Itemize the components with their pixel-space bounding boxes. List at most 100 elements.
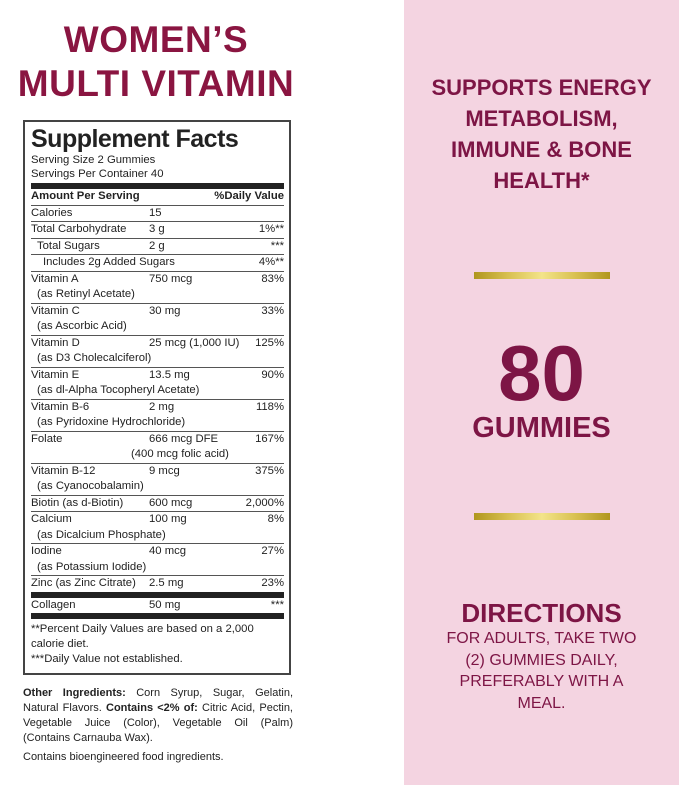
claim-heading: SUPPORTS ENERGY METABOLISM, IMMUNE & BON… [431, 75, 652, 193]
nutrient-dv: 8% [267, 513, 284, 525]
nutrient-amount: 600 mcg [149, 496, 193, 509]
nutrient-name: Total Sugars [37, 239, 100, 252]
nutrient-row: Calories 15 [31, 206, 284, 222]
nutrient-source: (as dl-Alpha Tocopheryl Acetate) [37, 384, 200, 396]
nutrient-name: Vitamin A [31, 272, 79, 285]
nutrient-amount: 9 mcg [149, 464, 180, 477]
nutrient-name: Total Carbohydrate [31, 223, 127, 235]
nutrient-name: Collagen [31, 598, 76, 611]
footnotes: **Percent Daily Values are based on a 2,… [31, 619, 284, 667]
nutrient-amount: 3 g [149, 223, 165, 235]
nutrient-dv: 90% [261, 368, 284, 381]
product-title: WOMEN’S MULTI VITAMIN [0, 18, 358, 106]
nutrient-row: Total Sugars 2 g *** [31, 239, 284, 255]
nutrient-row: Collagen 50 mg *** [31, 598, 284, 619]
nutrient-name: Vitamin E [31, 368, 80, 381]
nutrient-dv: 167% [255, 432, 284, 445]
nutrient-rows: Calories 15 Total Carbohydrate 3 g 1%** … [31, 206, 284, 619]
servings-per-container: Servings Per Container 40 [31, 168, 164, 180]
nutrient-amount: 25 mcg (1,000 IU) [149, 336, 240, 349]
footnote-not-established: ***Daily Value not established. [31, 653, 183, 665]
nutrient-source: (as Ascorbic Acid) [37, 320, 127, 332]
nutrient-name: Calcium [31, 513, 72, 525]
nutrient-amount: 2.5 mg [149, 577, 184, 589]
column-headers: Amount Per Serving %Daily Value [31, 189, 284, 206]
nutrient-dv: 125% [255, 336, 284, 349]
info-panel: SUPPORTS ENERGY METABOLISM, IMMUNE & BON… [404, 0, 679, 785]
nutrient-row: Vitamin C 30 mg 33% (as Ascorbic Acid) [31, 304, 284, 336]
nutrient-name: Iodine [31, 545, 62, 557]
nutrient-name: Biotin (as d-Biotin) [31, 496, 124, 509]
nutrient-row: Vitamin E 13.5 mg 90% (as dl-Alpha Tocop… [31, 368, 284, 400]
nutrient-source: (as Potassium Iodide) [37, 560, 147, 573]
nutrient-name: Calories [31, 206, 73, 219]
nutrient-dv: 1%** [258, 223, 284, 235]
nutrient-row: Zinc (as Zinc Citrate) 2.5 mg 23% [31, 576, 284, 598]
nutrient-row: Folate 666 mcg DFE 167% (400 mcg folic a… [31, 432, 284, 464]
nutrient-amount: 50 mg [149, 598, 181, 611]
nutrient-name: Vitamin B-6 [31, 400, 90, 413]
nutrient-source: (as Retinyl Acetate) [37, 288, 135, 300]
contains-label: Contains <2% of: [106, 702, 198, 714]
nutrient-amount: 40 mcg [149, 545, 187, 557]
nutrient-amount: 750 mcg [149, 272, 193, 285]
nutrient-row: Total Carbohydrate 3 g 1%** [31, 222, 284, 239]
nutrient-dv: 118% [255, 400, 284, 413]
nutrient-dv: 83% [261, 272, 284, 285]
supplement-facts-box: Supplement Facts Serving Size 2 Gummies … [23, 120, 291, 675]
facts-column: Supplement Facts Serving Size 2 Gummies … [23, 120, 293, 765]
nutrient-name: Folate [31, 432, 63, 445]
nutrient-amount: 13.5 mg [149, 368, 190, 381]
nutrient-amount: 2 mg [149, 400, 175, 413]
title-line-2: MULTI VITAMIN [17, 63, 295, 104]
other-label: Other Ingredients: [23, 687, 126, 699]
nutrient-row: Vitamin B-6 2 mg 118% (as Pyridoxine Hyd… [31, 400, 284, 432]
nutrient-row: Includes 2g Added Sugars 4%** [31, 255, 284, 272]
divider [31, 183, 284, 189]
facts-heading: Supplement Facts [31, 125, 239, 153]
nutrient-amount: 666 mcg DFE [149, 432, 219, 445]
gold-divider [474, 513, 610, 520]
directions-title: DIRECTIONS [461, 598, 622, 628]
amount-header: Amount Per Serving [31, 190, 140, 202]
nutrient-row: Vitamin B-12 9 mcg 375% (as Cyanocobalam… [31, 464, 284, 496]
nutrient-dv: 375% [255, 464, 284, 477]
nutrient-amount: 15 [149, 206, 162, 219]
nutrient-dv [280, 206, 284, 222]
nutrient-name: Vitamin D [31, 336, 80, 349]
facts-panel: WOMEN’S MULTI VITAMIN Supplement Facts S… [0, 18, 358, 765]
nutrient-dv: 33% [261, 304, 284, 317]
nutrient-source: (as Dicalcium Phosphate) [37, 528, 166, 541]
nutrient-name: Zinc (as Zinc Citrate) [31, 577, 136, 589]
gold-divider [474, 272, 610, 279]
nutrient-amount: 30 mg [149, 304, 181, 317]
nutrient-dv: 27% [261, 545, 284, 557]
bioengineered-note: Contains bioengineered food ingredients. [23, 751, 224, 763]
nutrient-dv: 2,000% [245, 496, 284, 509]
nutrient-dv: 23% [261, 577, 284, 589]
nutrient-row: Vitamin D 25 mcg (1,000 IU) 125% (as D3 … [31, 336, 284, 368]
title-line-1: WOMEN’S [63, 19, 249, 60]
footnote-dv: **Percent Daily Values are based on a 2,… [31, 623, 254, 650]
gummy-count: 80 [498, 329, 585, 417]
nutrient-source: (as Cyanocobalamin) [37, 480, 144, 492]
nutrient-dv: *** [270, 239, 284, 252]
nutrient-amount: 100 mg [149, 513, 187, 525]
nutrient-row: Vitamin A 750 mcg 83% (as Retinyl Acetat… [31, 272, 284, 304]
nutrient-name: Vitamin B-12 [31, 464, 96, 477]
nutrient-source: (as D3 Cholecalciferol) [37, 352, 152, 364]
dv-header: %Daily Value [214, 190, 284, 202]
directions-text: FOR ADULTS, TAKE TWO (2) GUMMIES DAILY, … [446, 630, 637, 712]
other-text-1: Corn Syrup, Sugar, Gelatin, Natural Flav… [23, 687, 293, 714]
nutrient-dv: *** [270, 598, 284, 611]
nutrient-row: Iodine 40 mcg 27% (as Potassium Iodide) [31, 544, 284, 576]
nutrient-source: (as Pyridoxine Hydrochloride) [37, 416, 186, 428]
nutrient-name: Includes 2g Added Sugars [43, 256, 175, 268]
nutrient-source: (400 mcg folic acid) [131, 448, 229, 460]
serving-size: Serving Size 2 Gummies [31, 154, 156, 166]
nutrient-row: Calcium 100 mg 8% (as Dicalcium Phosphat… [31, 512, 284, 544]
gummy-unit: GUMMIES [472, 412, 611, 444]
nutrient-row: Biotin (as d-Biotin) 600 mcg 2,000% [31, 496, 284, 512]
other-ingredients: Other Ingredients: Corn Syrup, Sugar, Ge… [23, 686, 293, 746]
other-text-2: Citric Acid, Pectin, Vegetable Juice (Co… [23, 702, 293, 744]
